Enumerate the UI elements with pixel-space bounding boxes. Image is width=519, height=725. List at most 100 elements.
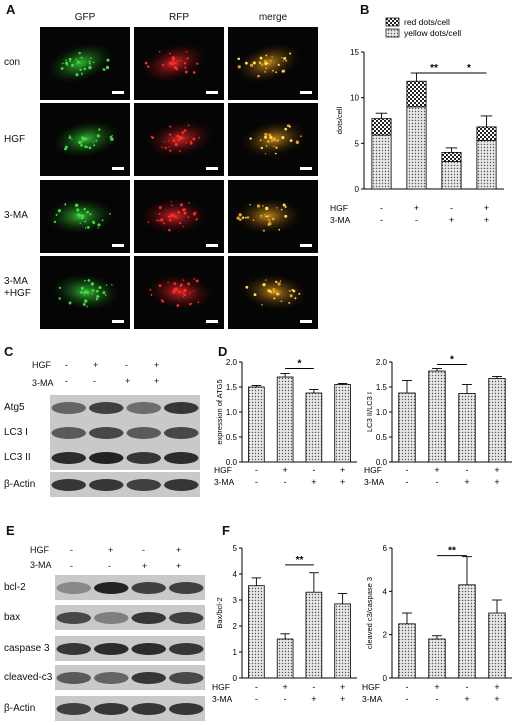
puncta	[238, 213, 242, 217]
puncta	[161, 300, 165, 303]
y-tick-label: 3	[233, 596, 238, 605]
col-label-merge: merge	[258, 12, 288, 23]
puncta	[68, 135, 71, 137]
micrograph-r3-c1	[134, 256, 224, 329]
blot-band	[94, 643, 129, 655]
puncta	[265, 215, 267, 218]
puncta	[273, 297, 276, 300]
puncta	[74, 203, 79, 207]
scale-bar	[300, 91, 312, 94]
bar	[398, 623, 416, 679]
puncta	[186, 57, 189, 60]
treatment-sign: +	[434, 465, 439, 475]
puncta	[195, 279, 199, 283]
puncta	[58, 297, 61, 300]
puncta	[262, 283, 266, 287]
puncta	[249, 137, 252, 140]
puncta	[246, 216, 250, 219]
puncta	[185, 50, 188, 53]
puncta	[150, 293, 153, 296]
puncta	[98, 128, 101, 131]
bar	[458, 584, 476, 679]
blot-label: cleaved-c3	[4, 672, 53, 683]
blot-band	[94, 703, 129, 715]
puncta	[173, 282, 177, 286]
puncta	[79, 222, 81, 225]
puncta	[110, 137, 114, 141]
scale-bar	[206, 320, 218, 323]
treatment-sign: +	[340, 694, 345, 704]
puncta	[68, 57, 72, 61]
puncta	[252, 219, 255, 222]
puncta	[84, 145, 87, 148]
y-tick-label: 5	[355, 139, 360, 148]
puncta	[79, 68, 82, 71]
treatment-sign: -	[255, 477, 258, 487]
bar	[248, 386, 265, 463]
treatment-sign: -	[380, 203, 383, 213]
puncta	[259, 56, 263, 60]
treatment-sign: +	[340, 682, 345, 692]
y-tick-label: 15	[350, 48, 359, 57]
puncta	[95, 139, 98, 142]
blot-band	[94, 612, 129, 624]
puncta	[269, 289, 272, 292]
y-tick-label: 0	[383, 674, 388, 683]
blot-label: LC3 II	[4, 452, 31, 463]
treatment-sign: +	[434, 682, 439, 692]
bar	[398, 392, 416, 463]
blot-band	[51, 402, 86, 414]
puncta	[177, 210, 181, 214]
puncta	[93, 144, 96, 147]
e-hgf-label: HGF	[30, 545, 49, 555]
legend-swatch	[385, 17, 400, 27]
row-label-con: con	[4, 57, 21, 68]
bar	[276, 638, 294, 679]
puncta	[182, 279, 185, 281]
puncta	[265, 145, 268, 147]
puncta	[294, 297, 297, 300]
bar-red	[406, 80, 427, 108]
puncta	[197, 301, 200, 304]
puncta	[78, 140, 82, 144]
y-tick-label: 2.0	[226, 358, 238, 367]
treatment-sign: -	[415, 215, 418, 225]
puncta	[87, 279, 91, 282]
panel-e-label: E	[6, 523, 15, 538]
puncta	[91, 292, 93, 295]
puncta	[181, 131, 185, 134]
puncta	[168, 133, 172, 136]
blot-strip	[50, 472, 200, 497]
puncta	[104, 294, 107, 296]
puncta	[272, 287, 276, 291]
treatment-sign: -	[93, 376, 96, 386]
puncta	[264, 213, 266, 216]
puncta	[279, 291, 281, 293]
puncta	[167, 281, 169, 284]
sig-marker: *	[450, 355, 454, 366]
blot-strip	[55, 575, 205, 600]
puncta	[79, 214, 83, 217]
puncta	[178, 150, 181, 152]
puncta	[178, 291, 181, 293]
blot-band	[169, 612, 204, 624]
puncta	[88, 66, 92, 70]
micrograph-r0-c2	[228, 27, 318, 100]
puncta	[280, 208, 283, 211]
puncta	[81, 72, 83, 75]
treatment-sign: +	[449, 215, 454, 225]
blot-label: bcl-2	[4, 582, 26, 593]
treatment-sign: -	[436, 477, 439, 487]
puncta	[105, 284, 108, 286]
y-axis-label: expression of ATG5	[215, 379, 224, 444]
y-tick-label: 2	[383, 631, 388, 640]
puncta	[86, 291, 90, 295]
blot-band	[131, 672, 166, 684]
row-label-hgf: HGF	[4, 134, 26, 145]
treatment-sign: +	[484, 203, 489, 213]
puncta	[172, 139, 176, 143]
y-tick-label: 1.5	[226, 383, 238, 392]
puncta	[265, 67, 268, 70]
puncta	[175, 60, 178, 62]
bar-yellow	[406, 106, 427, 190]
